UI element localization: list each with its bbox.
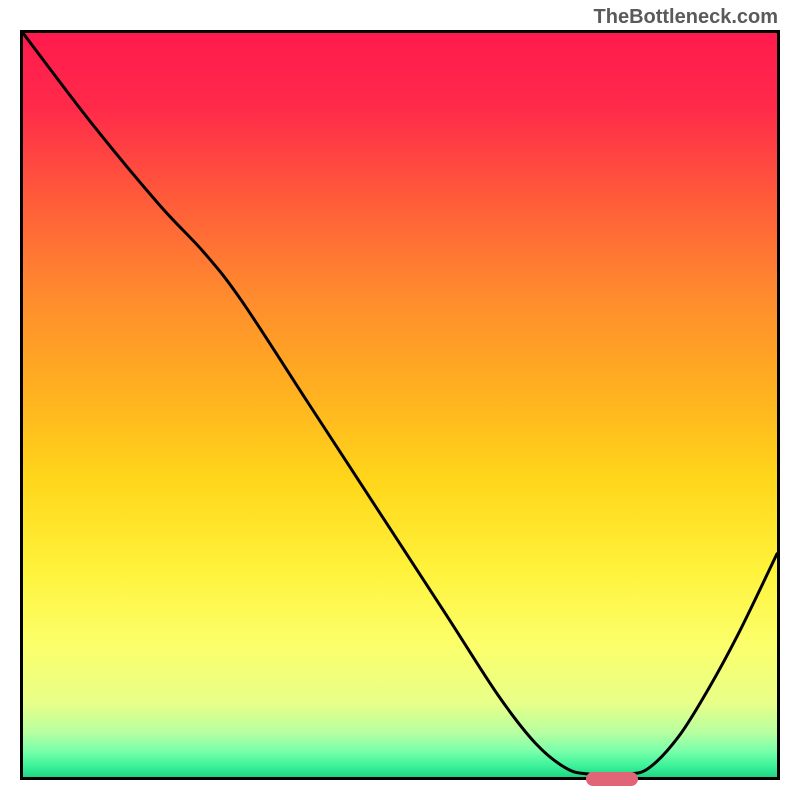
chart-container: TheBottleneck.com bbox=[0, 0, 800, 800]
bottleneck-curve bbox=[23, 33, 777, 775]
watermark-text: TheBottleneck.com bbox=[594, 6, 778, 29]
curve-layer bbox=[23, 33, 777, 777]
optimal-marker bbox=[586, 772, 638, 786]
plot-area bbox=[20, 30, 780, 780]
